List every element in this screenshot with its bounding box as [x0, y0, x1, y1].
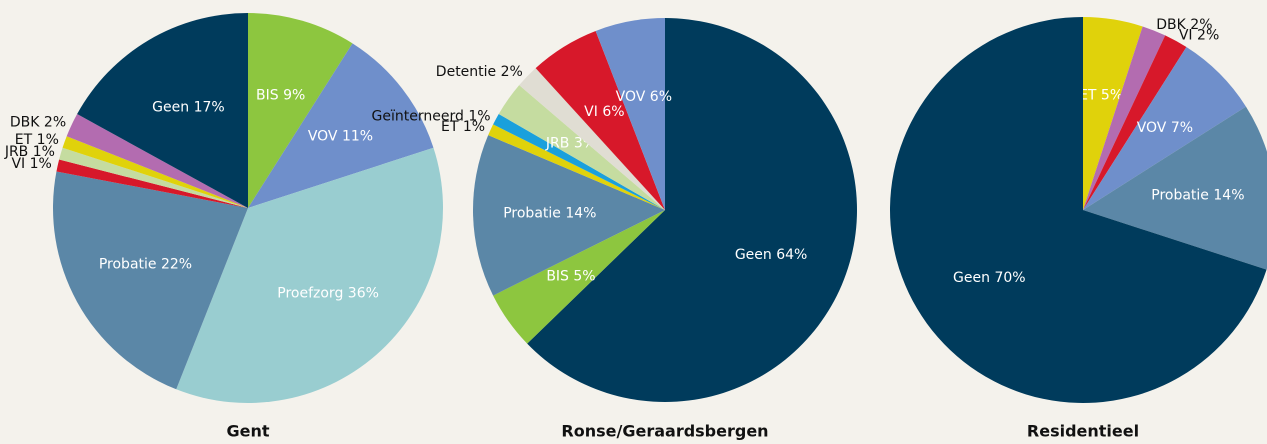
slice-category: DBK [1156, 17, 1186, 33]
pie-slice [1083, 47, 1246, 211]
pie-slice [488, 124, 665, 210]
slice-label: ET 1% [15, 132, 59, 148]
chart-title: Residentieel [1027, 422, 1139, 441]
slice-value: 14% [1213, 187, 1244, 203]
slice-value: 17% [194, 99, 225, 115]
pie-slice [1083, 35, 1187, 210]
slice-value: 6% [602, 104, 624, 120]
slice-value: 1% [33, 144, 55, 160]
pie-slice [53, 171, 248, 390]
slice-label: Probatie 22% [99, 256, 192, 272]
chart-title: Ronse/Geraardsbergen [561, 422, 768, 441]
slice-value: 6% [650, 89, 672, 105]
slice-category: JRB [4, 144, 28, 160]
slice-category: Geïnterneerd [372, 108, 464, 124]
slice-label: ET 5% [1079, 88, 1123, 104]
pie-slice [1083, 17, 1143, 210]
slice-label: JRB 1% [4, 144, 55, 160]
slice-label: ET 1% [441, 119, 485, 135]
slice-category: Geen [152, 99, 189, 115]
pie-slice [66, 114, 248, 208]
pie-slice [890, 17, 1267, 403]
slice-label: DBK 2% [10, 114, 66, 130]
slice-label: Probatie 14% [1151, 187, 1244, 203]
slice-label: VI 6% [584, 104, 624, 120]
slice-value: 11% [342, 128, 373, 144]
slice-category: Detentie [436, 64, 496, 80]
slice-category: VI [584, 104, 598, 120]
slice-label: VOV 11% [308, 128, 373, 144]
slice-label: BIS 9% [256, 88, 305, 104]
pie-slice [498, 85, 665, 210]
slice-label: Probatie 14% [503, 206, 596, 222]
slice-label: VOV 7% [1137, 120, 1193, 136]
slice-category: ET [15, 132, 33, 148]
pie-slice [527, 18, 857, 402]
slice-label: Geen 70% [953, 270, 1026, 286]
pie-slice [56, 159, 249, 208]
slice-value: 1% [463, 119, 485, 135]
slice-value: 64% [776, 247, 807, 263]
slice-category: VOV [616, 89, 646, 105]
slice-value: 5% [573, 269, 595, 285]
pie-slice [493, 114, 665, 210]
pie-slice [248, 43, 434, 209]
slice-label: DBK 2% [1156, 17, 1212, 33]
slice-value: 22% [161, 256, 192, 272]
slice-category: JRB [545, 135, 569, 151]
slice-label: BIS 5% [546, 269, 595, 285]
slice-category: ET [1079, 88, 1097, 104]
slice-category: ET [441, 119, 459, 135]
slice-value: 2% [1197, 28, 1219, 44]
slice-category: VI [1179, 28, 1193, 44]
pie-slice [1083, 26, 1166, 211]
pie-slice [1083, 106, 1267, 270]
slice-category: Probatie [1151, 187, 1209, 203]
slice-category: Probatie [503, 206, 561, 222]
slice-category: DBK [10, 114, 40, 130]
slice-category: VOV [308, 128, 338, 144]
slice-category: Probatie [99, 256, 157, 272]
slice-value: 2% [1190, 17, 1212, 33]
pie-slice [62, 136, 249, 208]
pie-slice [176, 147, 444, 404]
slice-category: Proefzorg [277, 285, 343, 301]
slice-value: 1% [468, 108, 490, 124]
pie-slice [473, 135, 665, 296]
slice-label: Detentie 2% [436, 64, 523, 80]
pie-slice [535, 30, 665, 210]
slice-label: Geen 64% [735, 247, 808, 263]
slice-label: Geïnterneerd 1% [372, 108, 491, 124]
slice-category: Geen [953, 270, 990, 286]
pie-slice [595, 18, 665, 210]
slice-value: 2% [501, 64, 523, 80]
slice-value: 70% [994, 270, 1025, 286]
slice-category: BIS [256, 88, 279, 104]
slice-value: 1% [30, 156, 52, 172]
pie-slice [59, 147, 248, 208]
chart-title: Gent [226, 422, 269, 441]
slice-value: 14% [565, 206, 596, 222]
pie-slice [519, 68, 665, 210]
slice-category: Geen [735, 247, 772, 263]
slice-category: BIS [546, 269, 569, 285]
slice-category: VI [11, 156, 25, 172]
slice-value: 2% [44, 114, 66, 130]
pie-slice [248, 13, 353, 208]
pie-slice [77, 13, 248, 208]
slice-label: Proefzorg 36% [277, 285, 379, 301]
slice-value: 7% [1171, 120, 1193, 136]
slice-label: VI 1% [11, 156, 51, 172]
slice-label: VI 2% [1179, 28, 1219, 44]
slice-value: 1% [37, 132, 59, 148]
slice-label: VOV 6% [616, 89, 672, 105]
slice-category: VOV [1137, 120, 1167, 136]
pie-slice [493, 210, 665, 344]
slice-value: 9% [283, 88, 305, 104]
slice-value: 36% [348, 285, 379, 301]
slice-label: Geen 17% [152, 99, 225, 115]
slice-value: 5% [1101, 88, 1123, 104]
